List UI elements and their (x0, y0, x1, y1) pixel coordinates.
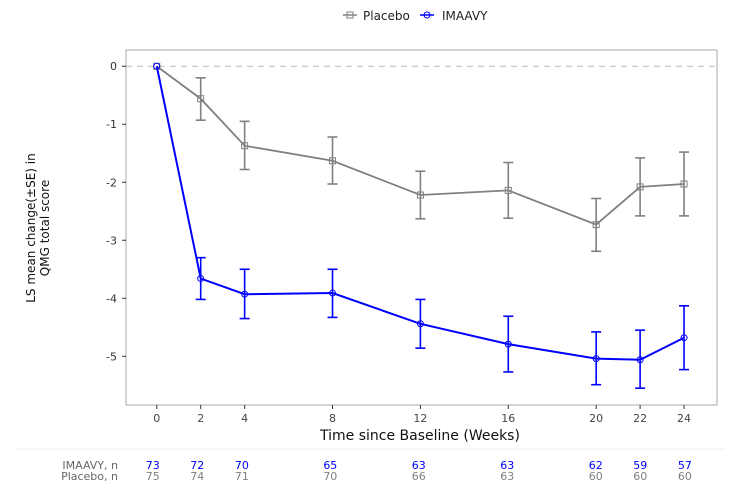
data-point (197, 95, 205, 103)
risk-table-count: 60 (589, 470, 603, 483)
y-tick-label: -3 (106, 234, 117, 247)
x-tick-label: 22 (633, 412, 647, 425)
data-point (504, 340, 512, 348)
y-axis-label-line1: LS mean change(±SE) in (24, 153, 38, 303)
x-tick-label: 24 (677, 412, 691, 425)
data-point (329, 289, 337, 297)
series-imaavy (153, 62, 690, 389)
risk-table-count: 72 (190, 459, 204, 472)
x-axis: 0 2 4 8 12 16 20 22 24 (153, 405, 691, 425)
plot-area (125, 49, 718, 406)
y-axis: 0 -1 -2 -3 -4 -5 (106, 60, 126, 363)
y-tick-label: -2 (106, 176, 117, 189)
risk-table-count: 62 (589, 459, 603, 472)
data-point (416, 320, 424, 328)
risk-table-count: 59 (633, 459, 647, 472)
y-axis-label-line2: QMG total score (38, 180, 52, 276)
x-tick-label: 8 (329, 412, 336, 425)
risk-table-count: 63 (412, 459, 426, 472)
x-tick-label: 12 (413, 412, 427, 425)
data-point (680, 334, 688, 342)
legend-imaavy-label: IMAAVY (442, 9, 488, 23)
risk-table-count: 70 (235, 459, 249, 472)
risk-table-count: 71 (235, 470, 249, 483)
data-point (241, 290, 249, 298)
legend-placebo-label: Placebo (363, 9, 410, 23)
data-point (636, 183, 644, 191)
risk-table-count: 74 (190, 470, 204, 483)
data-point (329, 157, 337, 165)
risk-table-count: 60 (633, 470, 647, 483)
data-point (592, 355, 600, 363)
legend: Placebo IMAAVY (343, 9, 488, 23)
x-tick-label: 16 (501, 412, 515, 425)
x-tick-label: 20 (589, 412, 603, 425)
data-point (636, 356, 644, 364)
data-point (680, 180, 688, 188)
x-tick-label: 2 (197, 412, 204, 425)
y-tick-label: -4 (106, 292, 117, 305)
y-tick-label: -5 (106, 350, 117, 363)
risk-table-count: 70 (323, 470, 337, 483)
risk-table-count: 65 (323, 459, 337, 472)
data-point (241, 142, 249, 150)
data-point (197, 275, 205, 283)
legend-imaavy-marker (423, 11, 431, 19)
series-marks (126, 62, 717, 389)
risk-table-row-label: IMAAVY, n (62, 459, 118, 472)
risk-table-count: 60 (678, 470, 692, 483)
data-point (153, 62, 161, 70)
risk-table-count: 75 (146, 470, 160, 483)
data-point (416, 191, 424, 199)
risk-table-count: 63 (500, 459, 514, 472)
x-tick-label: 4 (241, 412, 248, 425)
y-tick-label: 0 (110, 60, 117, 73)
data-point (504, 186, 512, 194)
risk-table-count: 66 (412, 470, 426, 483)
series-placebo (153, 62, 690, 253)
risk-table-row-label: Placebo, n (61, 470, 118, 483)
y-tick-label: -1 (106, 118, 117, 131)
data-point (592, 221, 600, 229)
risk-table-count: 63 (500, 470, 514, 483)
x-tick-label: 0 (153, 412, 160, 425)
risk-table-count: 57 (678, 459, 692, 472)
legend-placebo-marker (346, 11, 354, 19)
risk-table-count: 73 (146, 459, 160, 472)
x-axis-label: Time since Baseline (Weeks) (319, 428, 520, 444)
